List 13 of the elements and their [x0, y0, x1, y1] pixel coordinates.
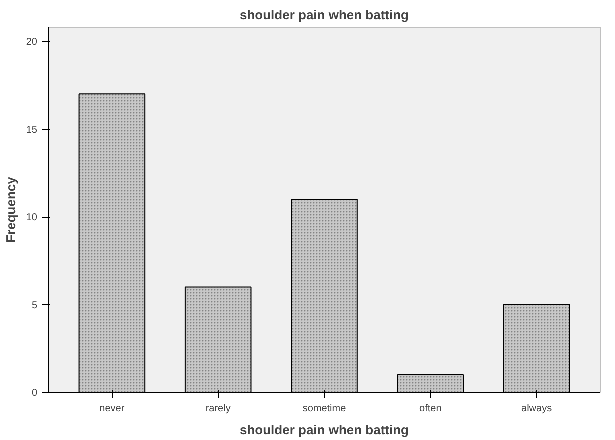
y-tick-label: 0 [32, 388, 38, 399]
y-tick-label: 10 [26, 212, 38, 224]
x-tick-label: sometime [302, 404, 347, 414]
chart-title: shoulder pain when batting [240, 8, 410, 22]
x-tick-label: often [420, 404, 442, 414]
y-axis-title: Frequency [3, 176, 18, 243]
x-axis-title: shoulder pain when batting [240, 422, 410, 438]
y-tick-label: 15 [26, 124, 38, 136]
x-tick-label: never [100, 404, 126, 414]
y-tick-label: 5 [32, 300, 38, 312]
x-tick-label: always [522, 404, 552, 414]
x-tick-label: rarely [206, 404, 231, 414]
y-tick-label: 20 [26, 37, 38, 48]
